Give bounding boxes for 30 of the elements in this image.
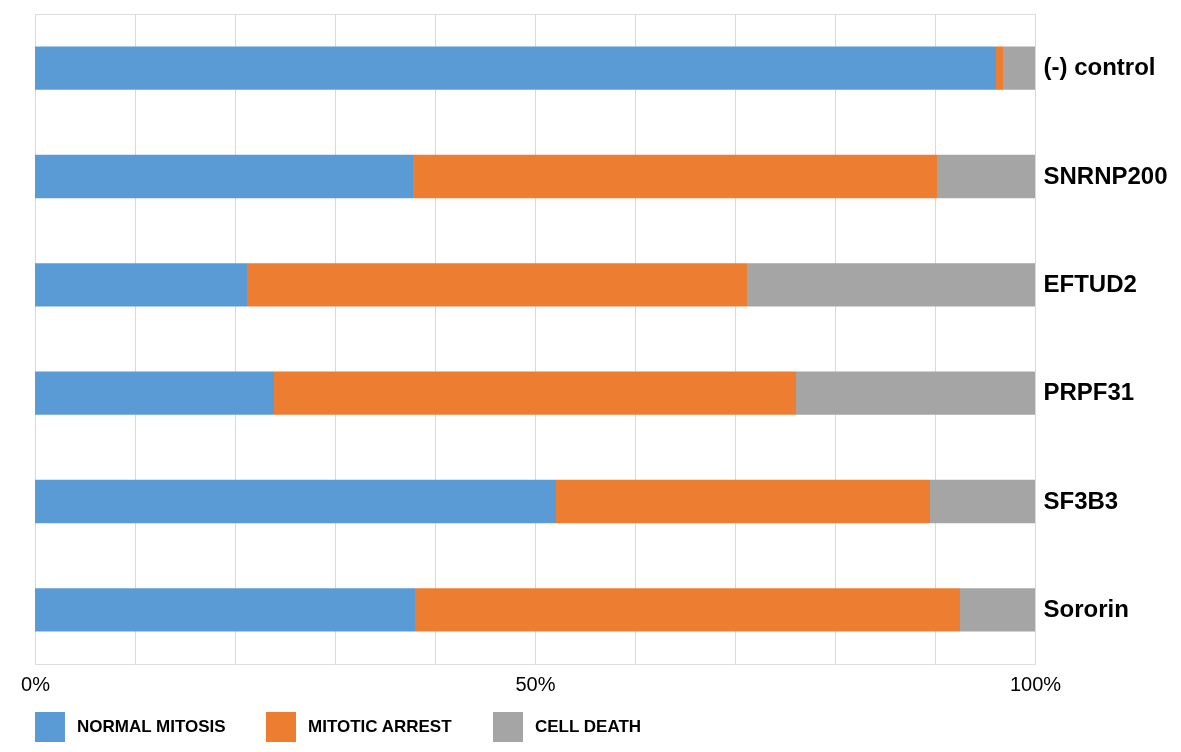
y-tick-label: EFTUD2: [1043, 269, 1137, 297]
bar: [413, 154, 937, 199]
bar: [35, 154, 413, 199]
bar: [937, 154, 1035, 199]
bar: [960, 588, 1035, 632]
bar: [247, 263, 747, 307]
x-tick-label: 0%: [21, 672, 51, 695]
bar: [35, 588, 415, 632]
bar: [556, 479, 930, 524]
y-tick-label: SNRNP200: [1043, 161, 1168, 189]
y-tick-label: PRPF31: [1043, 378, 1135, 406]
bar: [35, 371, 274, 415]
bar: [35, 46, 996, 90]
legend-label: NORMAL MITOSIS: [77, 717, 226, 736]
x-tick-label: 100%: [1009, 672, 1062, 695]
bar: [930, 479, 1035, 524]
bar: [796, 371, 1035, 415]
bar: [996, 46, 1003, 90]
y-tick-label: Sororin: [1043, 594, 1129, 622]
bar: [35, 479, 556, 524]
bar: [274, 371, 796, 415]
bar: [35, 263, 247, 307]
legend-label: CELL DEATH: [535, 717, 642, 736]
bar: [415, 588, 960, 632]
bar: [1003, 46, 1035, 90]
legend-label: MITOTIC ARREST: [308, 717, 453, 736]
x-tick-label: 50%: [515, 672, 556, 695]
bar: [747, 263, 1035, 307]
y-tick-label: SF3B3: [1043, 486, 1119, 514]
y-tick-label: (-) control: [1043, 53, 1156, 81]
